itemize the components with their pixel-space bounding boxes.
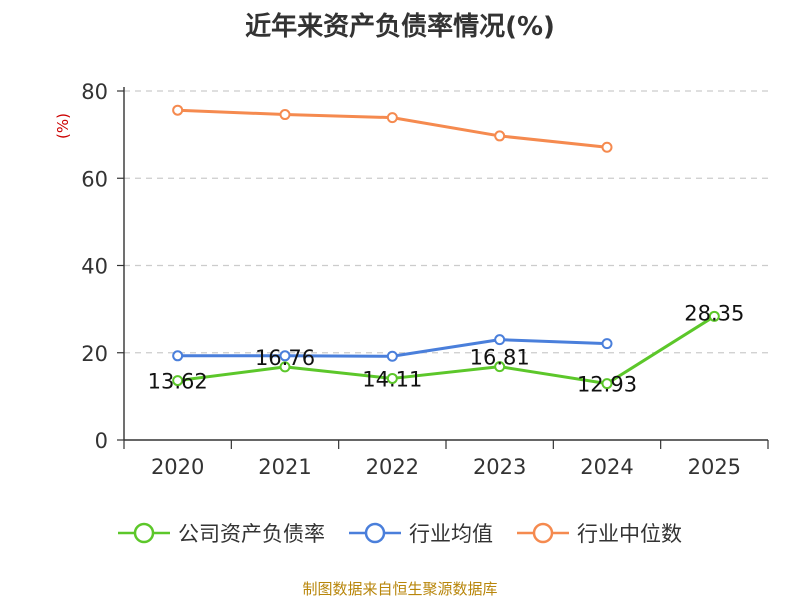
y-tick-label: 20	[81, 342, 108, 366]
y-tick-label: 40	[81, 255, 108, 279]
data-label: 12.93	[577, 373, 637, 397]
x-tick-label: 2022	[366, 455, 419, 479]
data-point-1	[279, 350, 291, 362]
legend-item-industry-median[interactable]: 行业中位数	[517, 518, 682, 548]
legend-marker-industry-median	[517, 522, 569, 544]
x-tick-label: 2025	[688, 455, 741, 479]
data-point-2	[494, 130, 506, 142]
data-label: 16.81	[470, 346, 530, 370]
x-tick-label: 2021	[258, 455, 311, 479]
data-point-0	[708, 310, 720, 322]
x-tick-label: 2023	[473, 455, 526, 479]
series-line-0	[177, 315, 716, 386]
data-point-1	[172, 350, 184, 362]
y-tick-label: 0	[95, 429, 108, 453]
data-point-1	[601, 338, 613, 350]
data-point-1	[494, 334, 506, 346]
data-point-1	[386, 350, 398, 362]
data-point-0	[386, 372, 398, 384]
y-axis-label: (%)	[54, 113, 72, 139]
data-point-2	[279, 109, 291, 121]
y-tick-label: 80	[81, 80, 108, 104]
data-point-2	[172, 104, 184, 116]
y-tick-label: 60	[81, 167, 108, 191]
data-label: 28.35	[684, 301, 744, 325]
data-source-note: 制图数据来自恒生聚源数据库	[302, 580, 498, 598]
chart-legend: 公司资产负债率 行业均值 行业中位数	[0, 518, 800, 548]
legend-label-industry-mean: 行业均值	[409, 522, 493, 546]
data-point-0	[172, 375, 184, 387]
x-tick-label: 2024	[580, 455, 633, 479]
legend-marker-industry-mean	[349, 522, 401, 544]
legend-item-company[interactable]: 公司资产负债率	[118, 518, 325, 548]
data-label: 13.62	[148, 370, 208, 394]
data-point-0	[279, 361, 291, 373]
legend-item-industry-mean[interactable]: 行业均值	[349, 518, 493, 548]
data-point-2	[386, 112, 398, 124]
x-tick-label: 2020	[151, 455, 204, 479]
legend-marker-company	[118, 522, 170, 544]
data-label: 14.11	[362, 367, 422, 391]
data-point-0	[494, 361, 506, 373]
data-point-2	[601, 141, 613, 153]
data-label: 16.76	[255, 346, 315, 370]
data-point-0	[601, 378, 613, 390]
chart-title: 近年来资产负债率情况(%)	[245, 12, 555, 42]
legend-label-company: 公司资产负债率	[178, 522, 325, 546]
legend-label-industry-median: 行业中位数	[577, 522, 682, 546]
